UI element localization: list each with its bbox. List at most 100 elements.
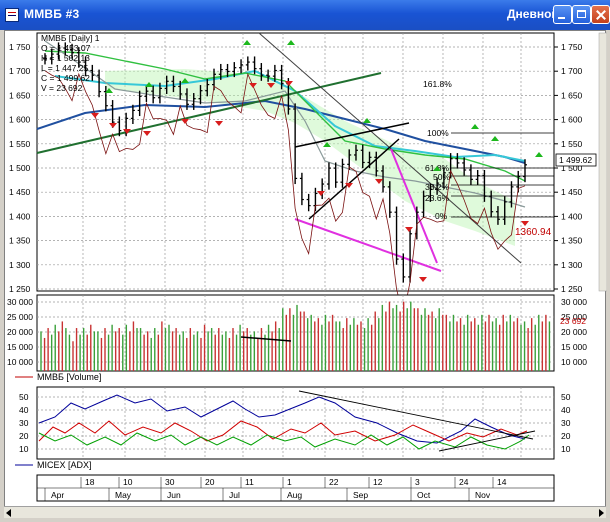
price-tick-right: 1 250 bbox=[561, 284, 583, 294]
adx-tick-left: 50 bbox=[19, 392, 29, 402]
adx-y-axis: 50 50 40 40 30 30 20 20 10 10 bbox=[19, 392, 571, 454]
period-label[interactable]: Дневной bbox=[507, 7, 559, 21]
ohlc-high: H = 1 502.13 bbox=[41, 53, 90, 63]
volume-panel bbox=[36, 294, 555, 372]
volume-tick-right: 10 000 bbox=[561, 357, 587, 367]
sell-signal-arrow-icon bbox=[123, 129, 131, 134]
ohlc-open: O = 1 453.07 bbox=[41, 43, 91, 53]
date-day-label: 1 bbox=[287, 477, 292, 487]
fibonacci-levels bbox=[451, 132, 554, 218]
stock-chart[interactable]: 161.8% 100% 61.8% 50% 38.2% 23.6% 0% ММВ… bbox=[5, 31, 607, 507]
date-month-label: Apr bbox=[51, 490, 64, 500]
adx-tick-right: 50 bbox=[561, 392, 571, 402]
adx-trendline-2 bbox=[438, 430, 536, 452]
buy-signal-arrow-icon bbox=[323, 142, 331, 147]
buy-signal-arrow-icon bbox=[181, 78, 189, 83]
price-vscroll[interactable] bbox=[598, 32, 607, 292]
minimize-button[interactable] bbox=[553, 5, 572, 24]
adx-legend: MICEX [ADX] bbox=[37, 460, 92, 470]
adx-tick-left: 10 bbox=[19, 444, 29, 454]
date-day-label: 22 bbox=[329, 477, 339, 487]
window-title: ММВБ #3 bbox=[24, 7, 80, 21]
trendline-magenta-2 bbox=[390, 148, 438, 264]
date-day-label: 30 bbox=[165, 477, 175, 487]
ma-green-line bbox=[44, 50, 526, 182]
maximize-button[interactable] bbox=[572, 5, 591, 24]
price-tick-left: 1 750 bbox=[9, 42, 31, 52]
adx-tick-left: 20 bbox=[19, 431, 29, 441]
fib-label: 100% bbox=[427, 128, 449, 138]
adx-line bbox=[38, 394, 526, 444]
sell-signal-arrow-icon bbox=[267, 83, 275, 88]
last-price-label: 1 499.62 bbox=[559, 155, 592, 165]
price-tick-left: 1 450 bbox=[9, 187, 31, 197]
adx-tick-right: 40 bbox=[561, 405, 571, 415]
sell-signal-arrow-icon bbox=[249, 83, 257, 88]
low-price-label: 1360.94 bbox=[515, 227, 552, 238]
price-tick-right: 1 300 bbox=[561, 260, 583, 270]
sell-signal-arrow-icon bbox=[109, 123, 117, 128]
buy-signal-arrow-icon bbox=[471, 124, 479, 129]
date-month-label: Nov bbox=[475, 490, 491, 500]
sell-signal-arrow-icon bbox=[317, 191, 325, 196]
price-tick-left: 1 400 bbox=[9, 211, 31, 221]
adx-tick-left: 30 bbox=[19, 418, 29, 428]
close-button[interactable] bbox=[591, 5, 610, 24]
trendline-support bbox=[36, 72, 382, 154]
volume-bars bbox=[40, 301, 551, 371]
scroll-left-arrow-icon[interactable] bbox=[6, 509, 11, 517]
adx-tick-right: 20 bbox=[561, 431, 571, 441]
volume-tick-right: 15 000 bbox=[561, 342, 587, 352]
sell-signal-arrow-icon bbox=[285, 81, 293, 86]
volume-tick-right: 25 000 bbox=[561, 312, 587, 322]
fib-label: 50% bbox=[433, 172, 450, 182]
scroll-right-arrow-icon[interactable] bbox=[599, 509, 604, 517]
price-tick-right: 1 700 bbox=[561, 66, 583, 76]
volume-tick-left: 15 000 bbox=[7, 342, 33, 352]
date-month-label: Jun bbox=[167, 490, 181, 500]
sell-signal-arrow-icon bbox=[143, 131, 151, 136]
date-day-label: 11 bbox=[245, 477, 254, 487]
adx-tick-left: 40 bbox=[19, 405, 29, 415]
volume-trendline bbox=[240, 336, 292, 342]
price-tick-left: 1 500 bbox=[9, 163, 31, 173]
price-tick-right: 1 500 bbox=[561, 163, 583, 173]
date-day-label: 10 bbox=[123, 477, 133, 487]
price-oscillator-line bbox=[44, 70, 526, 317]
sell-signal-arrow-icon bbox=[91, 113, 99, 118]
sell-signal-arrow-icon bbox=[419, 277, 427, 282]
di-minus-line bbox=[38, 432, 530, 450]
buy-signal-arrow-icon bbox=[105, 88, 113, 93]
sell-signal-arrow-icon bbox=[375, 179, 383, 184]
date-month-label: May bbox=[115, 490, 132, 500]
price-tick-right: 1 750 bbox=[561, 42, 583, 52]
price-tick-left: 1 550 bbox=[9, 139, 31, 149]
adx-panel bbox=[36, 386, 555, 460]
fib-label: 0% bbox=[435, 211, 448, 221]
price-tick-left: 1 600 bbox=[9, 115, 31, 125]
signal-arrows bbox=[91, 40, 543, 282]
adx-tick-right: 10 bbox=[561, 444, 571, 454]
ma-cyan-line bbox=[54, 69, 526, 162]
price-y-axis: 1 750 1 750 1 700 1 700 1 650 1 650 1 600 1 600… bbox=[9, 42, 583, 294]
volume-tick-left: 20 000 bbox=[7, 327, 33, 337]
volume-tick-right: 30 000 bbox=[561, 297, 587, 307]
price-tick-right: 1 600 bbox=[561, 115, 583, 125]
buy-signal-arrow-icon bbox=[363, 118, 371, 123]
horizontal-scrollbar[interactable] bbox=[4, 506, 606, 518]
volume-tick-left: 10 000 bbox=[7, 357, 33, 367]
date-month-label: Jul bbox=[229, 490, 240, 500]
price-tick-right: 1 450 bbox=[561, 187, 583, 197]
price-tick-left: 1 700 bbox=[9, 66, 31, 76]
price-tick-right: 1 550 bbox=[561, 139, 583, 149]
date-month-label: Oct bbox=[417, 490, 431, 500]
ohlc-close: C = 1 499.62 bbox=[41, 73, 90, 83]
ma-blue-line bbox=[36, 99, 526, 164]
title-bar[interactable]: ММВБ #3 Дневной bbox=[0, 0, 610, 30]
sell-signal-arrow-icon bbox=[181, 119, 189, 124]
buy-signal-arrow-icon bbox=[491, 136, 499, 141]
trendline-magenta-1 bbox=[294, 218, 442, 272]
fib-label: 161.8% bbox=[423, 79, 452, 89]
price-tick-right: 1 650 bbox=[561, 90, 583, 100]
